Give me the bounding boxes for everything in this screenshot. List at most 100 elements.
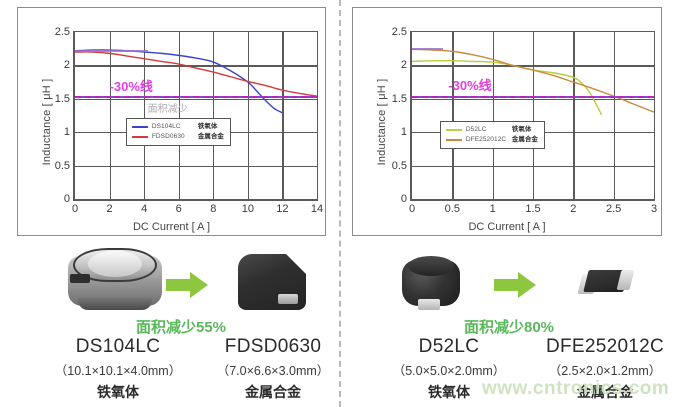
legend-item: D52LC 铁氧体 [445,125,538,135]
caption-after-right: DFE252012C （2.5×2.0×1.2mm） 金属合金 [520,336,680,402]
chart-panel-right: 0 0.5 1 1.5 2 2.5 3 0 0.5 1 1.5 2 2.5 -30%线 D52LC 铁氧体 DF… [352,7,662,236]
product-comparison-right: 面积减少80% D52LC （5.0×5.0×2.0mm） 铁氧体 DFE252… [344,240,674,407]
product-material-fdsd0630: 金属合金 [245,384,301,400]
reference-line-30pct [412,96,654,99]
gridline-horizontal [75,65,317,67]
photo-dfe252012c [577,268,635,298]
overlap-highlight-line [412,48,444,51]
y-tick-label: 1 [400,126,407,139]
caption-after-left: FDSD0630 （7.0×6.6×3.0mm） 金属合金 [188,336,358,402]
gridline-horizontal [75,98,317,100]
series-curves [74,49,318,114]
overlap-highlight-line [75,49,148,52]
y-tick-label: 2.5 [391,26,407,38]
legend-item: DFE252012C 金属合金 [445,135,538,145]
caption-before-left: DS104LC （10.1×10.1×4.0mm） 铁氧体 [33,336,203,402]
reference-line-30pct [75,96,317,99]
product-material-dfe252012c: 金属合金 [577,384,633,400]
plot-wrapper-left: 0 2 4 6 8 10 12 14 0 0.5 1 1.5 2 2.5 -30%线 面积减少 DS104LC 铁… [18,8,325,235]
plot-area-right: 0 0.5 1 1.5 2 2.5 3 0 0.5 1 1.5 2 2.5 -30%线 D52LC 铁氧体 DF… [392,26,657,215]
product-name-d52lc: D52LC [418,336,480,357]
product-name-dfe252012c: DFE252012C [545,336,665,357]
chart-panel-left: 0 2 4 6 8 10 12 14 0 0.5 1 1.5 2 2.5 -30%线 面积减少 DS104LC 铁… [17,7,326,236]
product-dimensions-ds104lc: （10.1×10.1×4.0mm） [54,364,182,378]
y-axis-label-right: Inductance [ μH ] [376,78,388,165]
plot-wrapper-right: 0 0.5 1 1.5 2 2.5 3 0 0.5 1 1.5 2 2.5 -30%线 D52LC 铁氧体 DF… [353,8,661,235]
product-name-ds104lc: DS104LC [75,336,161,357]
legend-series-material: 金属合金 [511,135,538,143]
x-tick-label: 1.5 [525,203,541,215]
x-tick-label: 4 [141,203,148,215]
reference-line-label: -30%线 [448,77,492,93]
legend-series-material: 金属合金 [197,132,224,140]
legend-series-material: 铁氧体 [197,122,218,130]
x-tick-label: 8 [210,203,217,215]
product-dimensions-d52lc: （5.0×5.0×2.0mm） [392,364,506,378]
product-material-d52lc: 铁氧体 [428,384,470,400]
x-tick-label: 0.5 [444,203,460,215]
series-curves [411,48,655,116]
y-tick-label: 2.5 [54,26,70,38]
gridline-vertical [247,32,250,199]
gridline-vertical [213,32,215,199]
x-tick-label: 12 [276,203,289,215]
area-reduction-text-right: 面积减少80% [464,319,555,336]
gridline-vertical [109,32,111,199]
x-tick-label: 0 [408,203,416,215]
legend-series-name: DS104LC [151,122,181,130]
x-tick-label: 3 [650,203,658,215]
product-dimensions-dfe252012c: （2.5×2.0×1.2mm） [548,364,662,378]
y-tick-label: 1.5 [54,92,70,105]
gridline-vertical [282,32,284,199]
y-tick-label: 0.5 [391,159,407,172]
x-tick-label: 2 [570,203,577,215]
chart-legend: D52LC 铁氧体 DFE252012C 金属合金 [439,120,545,149]
legend-swatch-icon [131,135,148,138]
chart-legend: DS104LC 铁氧体 FDSD0630 金属合金 [125,117,231,146]
y-tick-label: 0 [63,193,70,205]
product-material-ds104lc: 铁氧体 [97,384,139,400]
gridline-vertical [533,32,535,199]
x-tick-label: 1 [489,203,496,215]
gridline-horizontal [412,98,654,100]
x-axis-label-right: DC Current [ A ] [468,221,546,233]
gridline-horizontal [412,165,654,167]
legend-item: DS104LC 铁氧体 [131,122,224,132]
caption-before-right: D52LC （5.0×5.0×2.0mm） 铁氧体 [364,336,534,402]
gridline-vertical [613,32,615,199]
series-line-fdsd0630 [74,51,318,97]
faint-annotation-label: 面积减少 [147,104,188,116]
product-photos-right [344,246,674,318]
legend-swatch-icon [131,125,148,128]
gridline-horizontal [412,65,654,67]
gridline-vertical [492,32,494,199]
y-tick-label: 0.5 [54,159,70,172]
plot-area-left: 0 2 4 6 8 10 12 14 0 0.5 1 1.5 2 2.5 -30%线 面积减少 DS104LC 铁… [55,26,323,215]
x-tick-label: 10 [241,203,254,215]
arrow-right-icon-right [494,272,536,298]
gridline-vertical [178,32,180,199]
x-tick-label: 0 [71,203,79,215]
arrow-right-icon-left [166,272,208,298]
legend-item: FDSD0630 金属合金 [131,132,224,142]
y-tick-label: 1 [63,126,70,139]
site-watermark: www.cntronics.com [482,378,670,399]
vertical-divider [339,0,341,407]
product-name-fdsd0630: FDSD0630 [224,336,322,357]
reference-line-label: -30%线 [109,79,153,95]
y-tick-label: 2 [63,59,70,72]
legend-series-name: FDSD0630 [151,132,185,140]
gridline-vertical [573,32,575,199]
photo-ds104lc [68,248,162,310]
product-dimensions-fdsd0630: （7.0×6.6×3.0mm） [216,364,330,378]
x-tick-label: 2 [106,203,113,215]
series-line-d52lc [411,59,603,116]
photo-d52lc [402,256,460,310]
y-tick-label: 2 [400,59,407,72]
y-tick-label: 1.5 [391,92,407,105]
legend-series-material: 铁氧体 [511,125,532,133]
gridline-vertical [452,32,454,199]
area-reduction-text-left: 面积减少55% [136,319,227,336]
x-tick-label: 6 [175,203,182,215]
